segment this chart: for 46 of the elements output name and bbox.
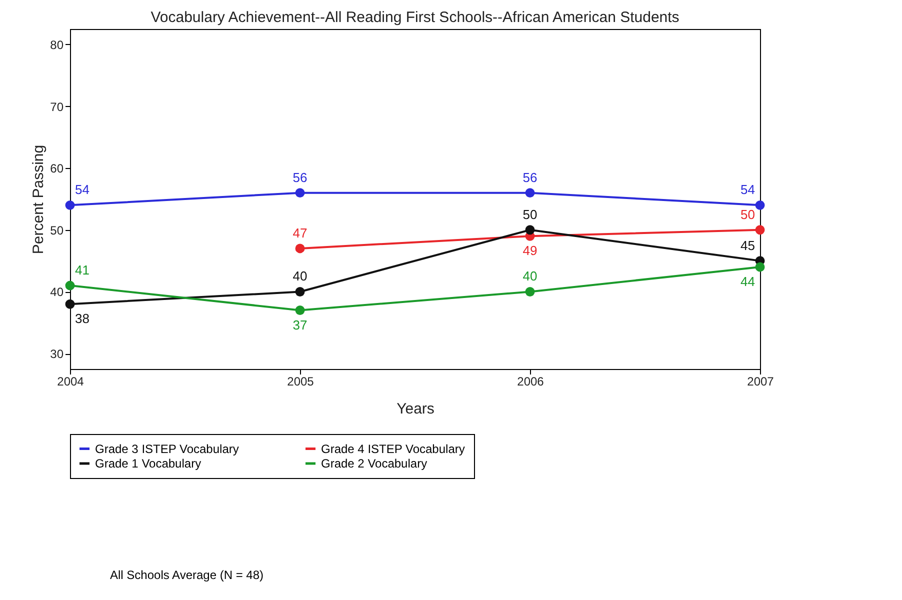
point	[65, 299, 75, 309]
point	[525, 286, 535, 296]
x-axis-title: Years	[396, 400, 434, 418]
point	[65, 280, 75, 290]
chart-title: Vocabulary Achievement--All Reading First Schools--African American Students	[150, 9, 680, 26]
legend-label: Grade 3 ISTEP Vocabulary	[95, 442, 239, 456]
legend-label: Grade 1 Vocabulary	[95, 456, 202, 470]
point	[295, 306, 305, 316]
data-label: 44	[740, 274, 755, 289]
data-label: 45	[740, 238, 755, 253]
legend-label: Grade 4 ISTEP Vocabulary	[321, 442, 465, 456]
x-tick-label: 2006	[517, 374, 544, 388]
x-tick-label: 2004	[57, 374, 84, 388]
data-label: 47	[292, 225, 308, 240]
data-label: 41	[75, 262, 90, 278]
x-tick-label: 2007	[747, 374, 774, 388]
point	[525, 188, 535, 198]
y-tick-label: 70	[50, 100, 64, 114]
data-label: 37	[292, 317, 308, 332]
data-label: 54	[740, 182, 755, 198]
y-tick-label: 50	[50, 223, 64, 238]
text: All Schools Average (N = 48)	[110, 568, 264, 582]
data-label: 54	[75, 182, 90, 198]
data-label: 56	[522, 170, 538, 185]
y-tick-label: 60	[50, 162, 64, 176]
data-label: 40	[522, 268, 538, 284]
data-label: 49	[522, 243, 538, 258]
data-label: 50	[522, 206, 538, 222]
point	[65, 200, 75, 210]
y-axis-title: Percent Passing	[30, 144, 48, 254]
point	[295, 286, 305, 296]
data-label: 56	[292, 170, 308, 185]
x-tick-label: 2005	[287, 374, 314, 388]
y-tick-label: 40	[50, 285, 64, 300]
y-tick-label: 30	[50, 347, 64, 362]
point	[525, 225, 535, 235]
y-tick-label: 80	[50, 38, 64, 52]
point	[295, 188, 305, 198]
data-label: 38	[75, 311, 90, 326]
point	[755, 225, 765, 235]
point	[295, 244, 305, 254]
data-label: 50	[740, 206, 755, 222]
data-label: 40	[292, 268, 308, 284]
point	[755, 200, 765, 210]
point	[755, 262, 765, 272]
legend-label: Grade 2 Vocabulary	[321, 456, 428, 470]
